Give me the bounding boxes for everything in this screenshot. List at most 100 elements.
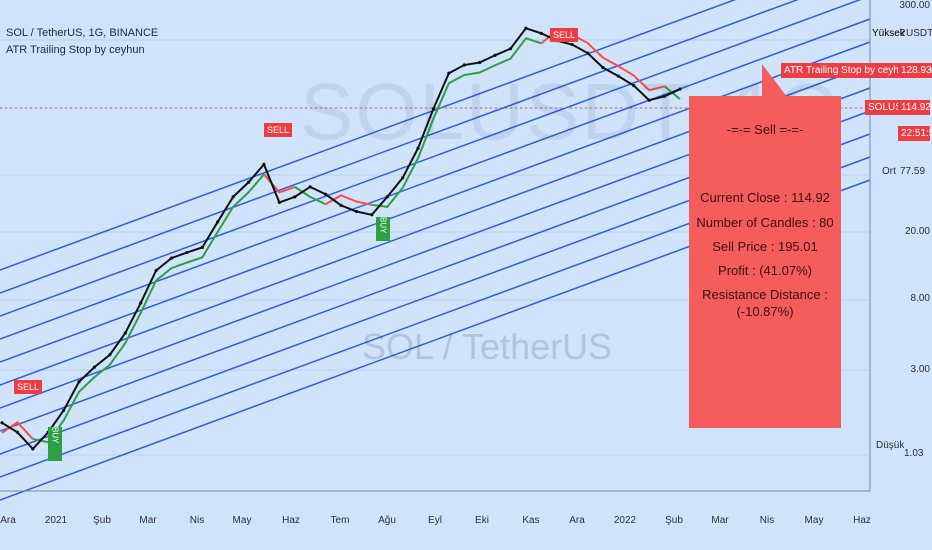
time-axis-label: Mar xyxy=(711,515,729,526)
buy-signal-marker: BUY xyxy=(48,427,62,461)
price-point xyxy=(431,107,436,111)
price-point xyxy=(308,185,312,189)
sell-signal-marker: SELL xyxy=(264,123,293,137)
channel-line xyxy=(0,0,862,317)
time-axis-label: 2021 xyxy=(44,515,68,526)
price-point xyxy=(246,180,251,184)
time-axis-label: Eyl xyxy=(428,515,442,526)
price-point xyxy=(354,209,359,214)
price-point xyxy=(15,430,20,434)
avg-value: 77.59 xyxy=(900,166,926,177)
watermark-name: SOL / TetherUS xyxy=(362,326,613,367)
price-point xyxy=(447,71,451,75)
price-point xyxy=(647,98,651,102)
price-point xyxy=(632,83,636,88)
unit-label: USDT xyxy=(906,28,932,39)
price-point xyxy=(108,353,112,357)
info-number-candles: Number of Candles : 80 xyxy=(696,214,834,230)
time-axis-label: 2022 xyxy=(613,515,637,526)
indicator-name-tag: ATR Trailing Stop by ceyhunc Slow Trail xyxy=(781,63,932,78)
price-point xyxy=(323,192,328,196)
avg-label: Ort xyxy=(882,166,896,177)
channel-line xyxy=(0,41,871,363)
price-point xyxy=(293,195,297,199)
sell-signal-marker: SELL xyxy=(14,380,43,394)
info-box-pointer xyxy=(762,64,788,98)
time-axis-label: Şub xyxy=(93,515,111,526)
price-point xyxy=(678,87,682,91)
price-point xyxy=(585,51,590,55)
price-point xyxy=(370,213,374,217)
price-point xyxy=(139,301,143,305)
sell-signal-marker: SELL xyxy=(550,28,579,42)
time-axis-label: Ara xyxy=(569,515,585,526)
indicator-title[interactable]: ATR Trailing Stop by ceyhun xyxy=(6,44,145,56)
time-axis-label: Şub xyxy=(665,515,683,526)
time-axis-label: Ağu xyxy=(378,515,396,526)
price-tick-top: 300.00 xyxy=(899,0,930,11)
price-point xyxy=(616,74,620,78)
bar-countdown: 22:51:53 xyxy=(898,126,932,141)
price-point xyxy=(185,250,189,255)
low-label: Düşük xyxy=(876,440,905,451)
time-axis-label: Eki xyxy=(475,515,489,526)
channel-line xyxy=(0,18,871,340)
trail-segment xyxy=(263,173,296,194)
price-point xyxy=(0,421,4,425)
price-tick: 20.00 xyxy=(904,226,930,237)
high-label: Yüksek xyxy=(872,28,905,39)
high-value: 2 xyxy=(900,28,906,39)
price-point xyxy=(92,365,97,369)
channel-line xyxy=(0,0,799,294)
trail-segment xyxy=(32,173,265,444)
regression-channel xyxy=(0,0,871,501)
price-point xyxy=(385,195,389,199)
time-axis-label: Nis xyxy=(189,515,205,526)
price-tick: 3.00 xyxy=(910,364,930,375)
info-current-close: Current Close : 114.92 xyxy=(700,190,830,206)
price-series xyxy=(0,26,682,451)
channel-line xyxy=(0,0,737,271)
price-point xyxy=(539,31,543,35)
trail-segment xyxy=(294,186,327,206)
price-point xyxy=(339,203,343,207)
buy-signal-marker: BUY xyxy=(376,217,390,241)
price-point xyxy=(570,42,574,47)
price-point xyxy=(462,63,466,67)
time-axis-label: Ara xyxy=(0,515,16,526)
low-value: 1.03 xyxy=(904,448,924,459)
time-axis-label: May xyxy=(232,515,252,526)
time-axis-label: May xyxy=(804,515,824,526)
price-point xyxy=(31,447,35,451)
price-point xyxy=(62,408,66,413)
price-point xyxy=(478,60,482,65)
indicator-value-tag: 128.93 xyxy=(898,63,932,78)
info-profit: Profit : (41.07%) xyxy=(718,263,812,278)
time-axis-label: Nis xyxy=(759,515,775,526)
price-point xyxy=(77,380,81,384)
price-point xyxy=(169,256,174,260)
price-point xyxy=(231,195,235,199)
price-point xyxy=(662,94,667,98)
price-point xyxy=(524,26,528,30)
info-resistance-distance: Resistance Distance : (-10.87%) xyxy=(702,287,828,319)
price-point xyxy=(416,146,420,150)
price-point xyxy=(601,66,605,70)
sell-info-box: -=-= Sell =-=- Current Close : 114.92 Nu… xyxy=(689,96,841,428)
price-point xyxy=(123,331,127,335)
price-point xyxy=(493,53,497,57)
price-point xyxy=(401,176,405,180)
price-point xyxy=(216,220,220,224)
trail-segment xyxy=(371,37,542,208)
symbol-price-tag: 114.92 xyxy=(898,100,931,115)
price-point xyxy=(154,268,158,273)
info-sell-price: Sell Price : 195.01 xyxy=(712,238,818,254)
price-point xyxy=(262,162,266,166)
price-tick: 8.00 xyxy=(910,293,930,304)
price-point xyxy=(277,200,281,205)
price-point xyxy=(508,47,513,51)
time-axis-label: Kas xyxy=(522,515,540,526)
symbol-title[interactable]: SOL / TetherUS, 1G, BINANCE xyxy=(6,27,159,39)
trail-segment xyxy=(1,420,34,440)
time-axis-label: Haz xyxy=(282,515,300,526)
